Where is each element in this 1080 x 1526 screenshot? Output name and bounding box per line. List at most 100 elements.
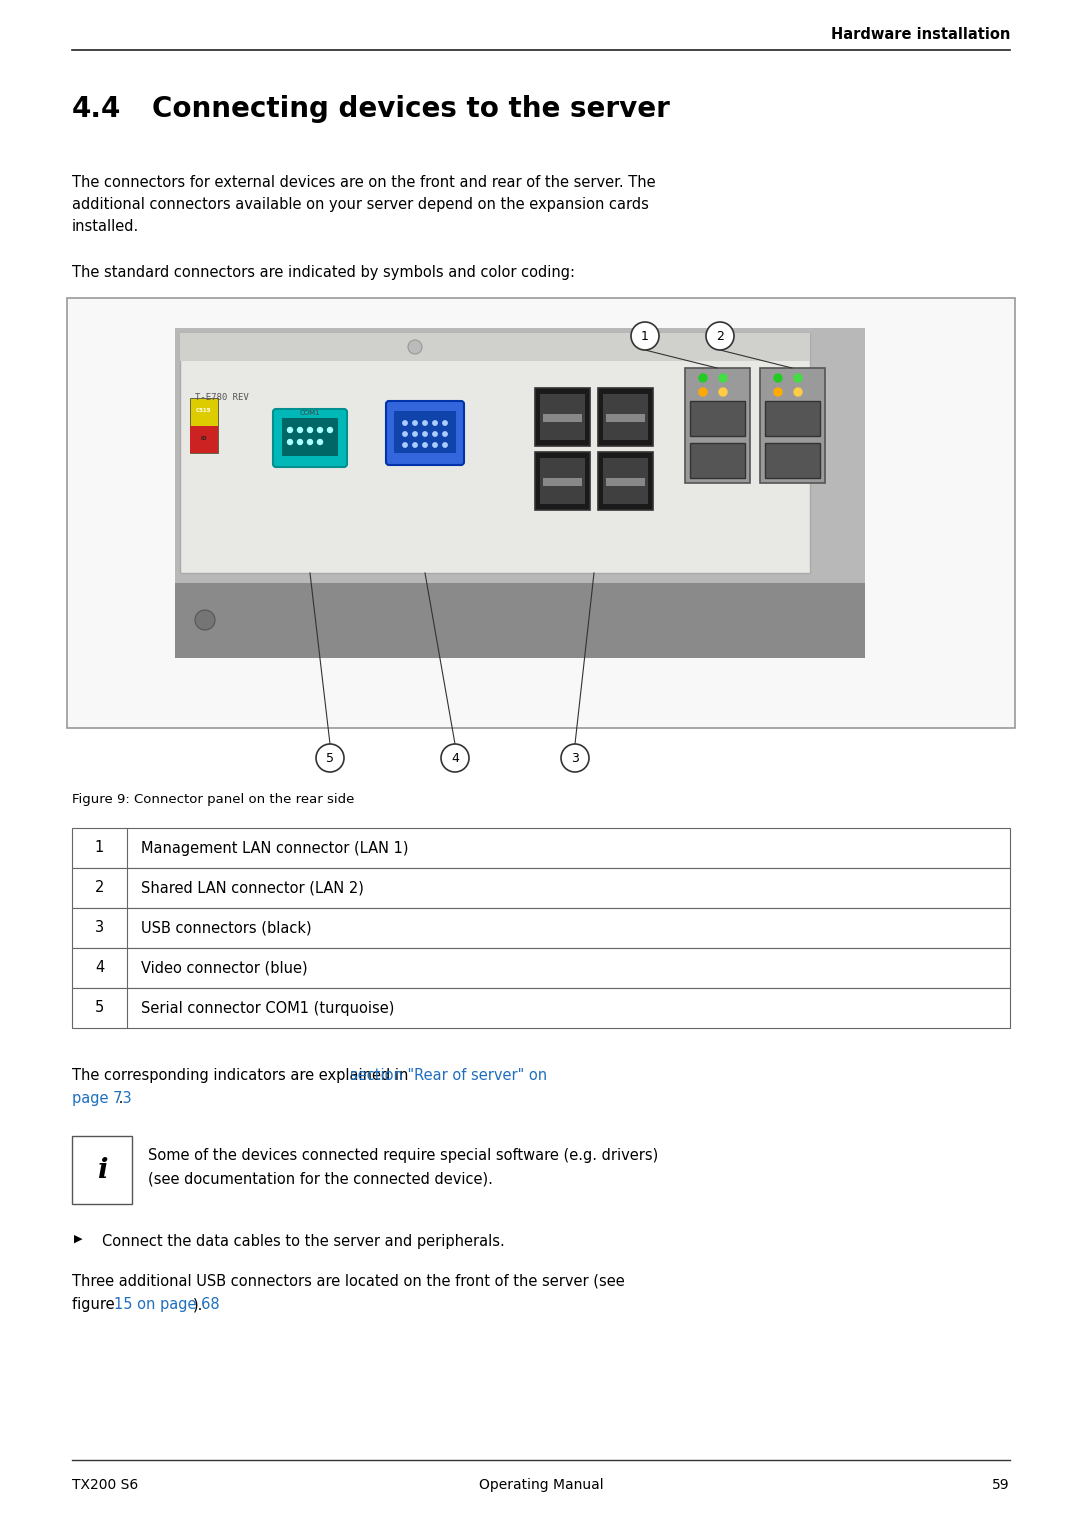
Text: C515: C515 <box>197 409 212 414</box>
Circle shape <box>403 432 407 436</box>
Bar <box>72 908 1010 948</box>
Circle shape <box>422 421 428 426</box>
Bar <box>690 443 745 478</box>
Bar <box>190 398 218 453</box>
Circle shape <box>408 340 422 354</box>
Bar <box>72 868 1010 908</box>
Bar <box>543 414 582 423</box>
Circle shape <box>433 443 437 447</box>
Text: ▶: ▶ <box>75 1235 82 1244</box>
Bar <box>180 333 810 362</box>
Text: Management LAN connector (LAN 1): Management LAN connector (LAN 1) <box>141 841 408 856</box>
Circle shape <box>774 388 782 397</box>
Text: Shared LAN connector (LAN 2): Shared LAN connector (LAN 2) <box>141 881 364 896</box>
Bar <box>175 328 865 658</box>
Text: The standard connectors are indicated by symbols and color coding:: The standard connectors are indicated by… <box>72 266 575 279</box>
Text: Connect the data cables to the server and peripherals.: Connect the data cables to the server an… <box>102 1235 504 1248</box>
Text: 1: 1 <box>95 841 104 856</box>
Bar <box>765 443 820 478</box>
Text: figure: figure <box>72 1297 119 1312</box>
Circle shape <box>318 439 323 444</box>
FancyBboxPatch shape <box>386 401 464 465</box>
Circle shape <box>403 443 407 447</box>
Bar <box>543 478 582 485</box>
Bar <box>765 401 820 436</box>
Text: i: i <box>97 1157 107 1184</box>
Circle shape <box>433 432 437 436</box>
Circle shape <box>316 745 345 772</box>
Bar <box>603 458 648 504</box>
Text: (see documentation for the connected device).: (see documentation for the connected dev… <box>148 1170 492 1186</box>
Text: ID: ID <box>201 436 207 441</box>
Circle shape <box>433 421 437 426</box>
Bar <box>685 368 750 484</box>
Circle shape <box>308 427 312 432</box>
Bar <box>282 418 338 456</box>
Text: 59: 59 <box>993 1479 1010 1492</box>
Text: The connectors for external devices are on the front and rear of the server. The: The connectors for external devices are … <box>72 175 656 191</box>
Bar <box>190 426 218 453</box>
Text: TX200 S6: TX200 S6 <box>72 1479 138 1492</box>
Circle shape <box>287 439 293 444</box>
Circle shape <box>719 374 727 382</box>
Text: The corresponding indicators are explained in: The corresponding indicators are explain… <box>72 1068 413 1083</box>
Text: 4: 4 <box>451 751 459 765</box>
Circle shape <box>706 322 734 349</box>
Text: 5: 5 <box>326 751 334 765</box>
Bar <box>606 478 645 485</box>
Circle shape <box>443 432 447 436</box>
Circle shape <box>297 427 302 432</box>
Text: additional connectors available on your server depend on the expansion cards: additional connectors available on your … <box>72 197 649 212</box>
Text: 1: 1 <box>642 330 649 342</box>
Bar <box>690 401 745 436</box>
Bar <box>535 452 590 510</box>
Bar <box>603 394 648 439</box>
Circle shape <box>699 374 707 382</box>
Bar <box>394 410 456 453</box>
Text: 4.4: 4.4 <box>72 95 121 124</box>
Text: installed.: installed. <box>72 220 139 233</box>
Circle shape <box>422 432 428 436</box>
Circle shape <box>794 374 802 382</box>
Text: 5: 5 <box>95 1001 104 1015</box>
Text: ).: ). <box>193 1297 203 1312</box>
Text: Operating Manual: Operating Manual <box>478 1479 604 1492</box>
Text: Video connector (blue): Video connector (blue) <box>141 960 308 975</box>
Text: T-E780 REV: T-E780 REV <box>195 394 248 401</box>
Bar <box>540 458 585 504</box>
Text: 3: 3 <box>95 920 104 935</box>
Circle shape <box>413 421 417 426</box>
Bar <box>598 452 653 510</box>
Circle shape <box>631 322 659 349</box>
Text: Hardware installation: Hardware installation <box>831 27 1010 43</box>
Circle shape <box>308 439 312 444</box>
Circle shape <box>774 374 782 382</box>
Bar <box>72 829 1010 868</box>
Text: Three additional USB connectors are located on the front of the server (see: Three additional USB connectors are loca… <box>72 1274 624 1289</box>
Circle shape <box>195 610 215 630</box>
Circle shape <box>422 443 428 447</box>
Text: Serial connector COM1 (turquoise): Serial connector COM1 (turquoise) <box>141 1001 394 1015</box>
Circle shape <box>443 421 447 426</box>
Text: 3: 3 <box>571 751 579 765</box>
Circle shape <box>318 427 323 432</box>
Bar <box>72 987 1010 1029</box>
Circle shape <box>297 439 302 444</box>
Text: page 73: page 73 <box>72 1091 132 1106</box>
Text: Connecting devices to the server: Connecting devices to the server <box>152 95 670 124</box>
Text: Some of the devices connected require special software (e.g. drivers): Some of the devices connected require sp… <box>148 1148 658 1163</box>
Circle shape <box>561 745 589 772</box>
Circle shape <box>403 421 407 426</box>
Circle shape <box>441 745 469 772</box>
Bar <box>72 1135 132 1204</box>
Bar <box>535 388 590 446</box>
Text: .: . <box>114 1091 124 1106</box>
Circle shape <box>413 443 417 447</box>
Text: 4: 4 <box>95 960 104 975</box>
Bar <box>606 414 645 423</box>
Circle shape <box>699 388 707 397</box>
Bar <box>760 368 825 484</box>
Circle shape <box>719 388 727 397</box>
Circle shape <box>413 432 417 436</box>
Text: Figure 9: Connector panel on the rear side: Figure 9: Connector panel on the rear si… <box>72 794 354 806</box>
